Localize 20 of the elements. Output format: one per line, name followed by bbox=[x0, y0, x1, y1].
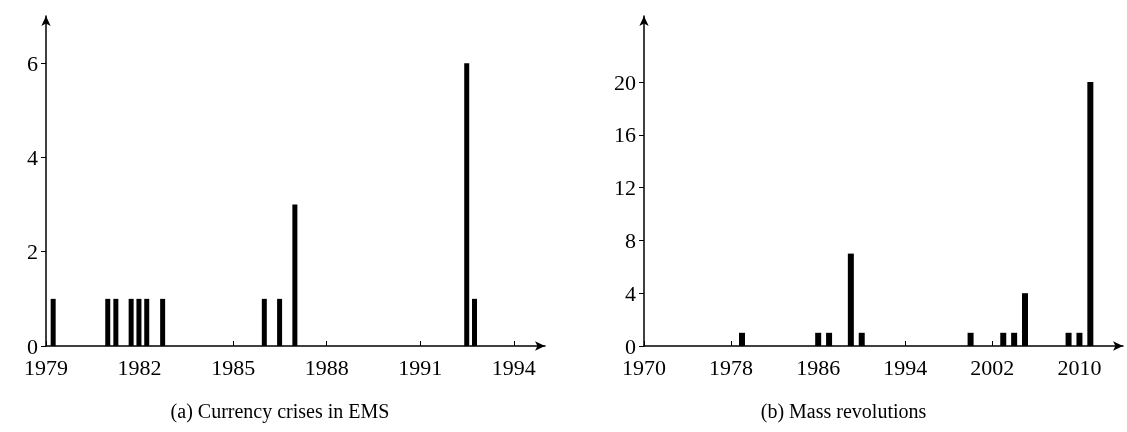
x-tick-label: 1988 bbox=[304, 354, 349, 380]
x-tick-label: 1994 bbox=[883, 354, 928, 380]
x-tick-label: 1985 bbox=[211, 354, 256, 380]
x-tick-label: 1978 bbox=[709, 354, 754, 380]
y-tick-label: 12 bbox=[614, 175, 636, 201]
y-tick-label: 20 bbox=[614, 69, 636, 95]
text: (b) Mass revolutions bbox=[760, 400, 927, 423]
text: (a) Currency crises in EMS bbox=[170, 400, 390, 423]
y-tick-label: 2 bbox=[27, 239, 38, 265]
x-tick-label: 1982 bbox=[117, 354, 162, 380]
y-tick-label: 4 bbox=[27, 144, 38, 170]
x-tick-label: 2010 bbox=[1057, 354, 1102, 380]
x-tick-label: 1986 bbox=[796, 354, 841, 380]
y-tick-label: 4 bbox=[625, 280, 636, 306]
y-tick-label: 6 bbox=[27, 50, 38, 76]
x-tick-label: 2002 bbox=[970, 354, 1015, 380]
x-tick-label: 1994 bbox=[491, 354, 536, 380]
y-tick-label: 16 bbox=[614, 122, 636, 148]
x-tick-label: 1991 bbox=[398, 354, 443, 380]
y-tick-label: 8 bbox=[625, 227, 636, 253]
